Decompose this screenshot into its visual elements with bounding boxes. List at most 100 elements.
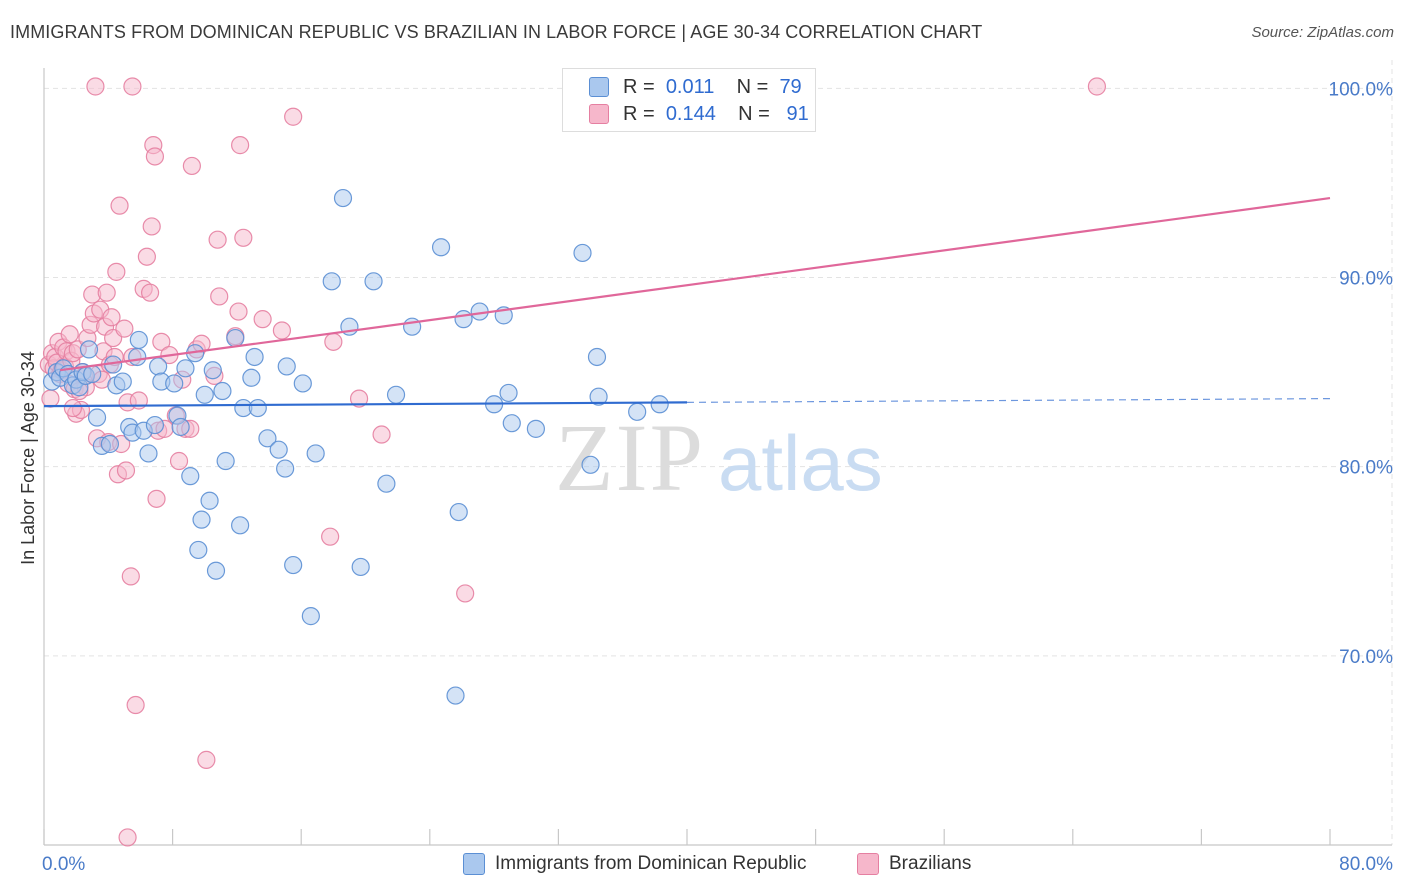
y-axis-label: In Labor Force | Age 30-34 (18, 351, 38, 565)
r-value: 0.011 (665, 75, 715, 98)
dominican-point (364, 272, 383, 291)
brazilian-point (102, 308, 121, 327)
n-value: 79 (779, 75, 802, 98)
dominican-point (449, 502, 468, 522)
brazilian-point (324, 332, 343, 351)
brazilian-point (1087, 77, 1107, 96)
dominican-point (499, 383, 518, 403)
axes (43, 68, 1392, 846)
pink-swatch (857, 853, 879, 875)
brazilian-trend-line (59, 196, 1331, 372)
brazilian-point (107, 262, 126, 281)
brazilian-point (97, 283, 116, 302)
dominican-point (454, 310, 473, 329)
brazilian-point (349, 389, 369, 408)
dominican-point (242, 368, 261, 387)
brazilian-point (372, 425, 391, 444)
brazilian-point (63, 398, 83, 418)
blue-swatch (589, 77, 609, 97)
n-label: N = (736, 75, 769, 98)
source-label: Source: ZipAtlas.com (1251, 24, 1394, 41)
dominican-point (377, 474, 396, 493)
dominican-trend-line (43, 401, 688, 408)
dominican-point (171, 417, 190, 437)
dominican-point (200, 491, 219, 510)
dominican-point (573, 243, 592, 263)
dominican-point (176, 359, 195, 378)
pink-swatch (589, 104, 609, 124)
dominican-point (628, 402, 647, 421)
brazilian-point (272, 321, 292, 340)
trend-lines (43, 196, 1331, 408)
legend-item-brazilians[interactable]: Brazilians (857, 851, 971, 877)
brazilian-point (169, 451, 189, 471)
y-tick-labels: 70.0% 80.0% 90.0% 100.0% (1329, 79, 1394, 667)
dominican-point (83, 364, 102, 384)
dominican-point (203, 361, 222, 380)
dominican-point (206, 561, 226, 580)
n-value: 91 (786, 102, 809, 125)
dominican-point (245, 347, 264, 367)
brazilian-point (121, 567, 140, 586)
brazilian-point (234, 228, 253, 247)
dominican-point (581, 455, 600, 474)
dominican-point (231, 516, 250, 535)
brazilian-point (321, 527, 340, 546)
watermark: ZIP atlas (555, 404, 883, 511)
y-tick-label: 80.0% (1339, 458, 1393, 479)
brazilian-point (137, 247, 156, 266)
dominican-point (213, 381, 232, 401)
brazilian-point (208, 230, 227, 249)
dominican-point (129, 330, 148, 350)
dominican-point (139, 444, 158, 463)
dominican-point (79, 340, 99, 359)
dominican-trend-extension (686, 397, 1331, 403)
brazilian-point (110, 196, 129, 215)
brazilian-point (210, 287, 229, 306)
brazilian-point (116, 461, 136, 480)
dominican-point (502, 414, 521, 433)
dominican-point (165, 374, 184, 393)
dominican-point (293, 374, 312, 393)
x-tick-labels: 0.0% 80.0% (42, 854, 1393, 875)
legend-item-dominican[interactable]: Immigrants from Dominican Republic (463, 851, 807, 877)
dominican-point (181, 467, 200, 486)
dominican-points (42, 188, 669, 705)
brazilian-point (284, 107, 303, 126)
brazilian-point (197, 750, 216, 769)
correlation-legend: R = 0.011 N = 79 R = 0.144 N = 91 (562, 68, 816, 132)
dominican-point (351, 557, 370, 577)
dominican-point (322, 272, 341, 291)
legend-row-brazilians: R = 0.144 N = 91 (589, 102, 809, 126)
watermark-atlas: atlas (718, 419, 883, 507)
dominican-point (277, 357, 296, 376)
dominican-point (589, 387, 608, 406)
brazilian-point (182, 156, 201, 176)
y-tick-label: 90.0% (1339, 269, 1393, 290)
watermark-zip: ZIP (555, 404, 705, 511)
dominican-point (269, 440, 288, 459)
brazilian-point (147, 489, 166, 508)
dominican-point (149, 357, 168, 376)
brazilian-point (140, 283, 160, 302)
brazilian-point (142, 217, 161, 236)
brazilian-point (456, 584, 475, 603)
r-label: R = (623, 75, 655, 98)
y-tick-label: 100.0% (1329, 79, 1394, 100)
dominican-point (226, 328, 245, 348)
x-tick-label: 80.0% (1339, 854, 1393, 875)
brazilian-point (152, 332, 171, 351)
brazilian-point (123, 77, 142, 96)
legend-label: Immigrants from Dominican Republic (495, 853, 807, 874)
dominican-point (276, 459, 295, 478)
legend-row-dominican: R = 0.011 N = 79 (589, 75, 802, 99)
dominican-point (284, 555, 303, 575)
dominican-point (258, 429, 277, 448)
dominican-point (192, 510, 211, 529)
dominican-point (333, 188, 353, 208)
brazilian-point (145, 147, 165, 166)
r-value: 0.144 (665, 102, 716, 125)
brazilian-point (41, 389, 60, 408)
gridlines (44, 60, 1393, 845)
